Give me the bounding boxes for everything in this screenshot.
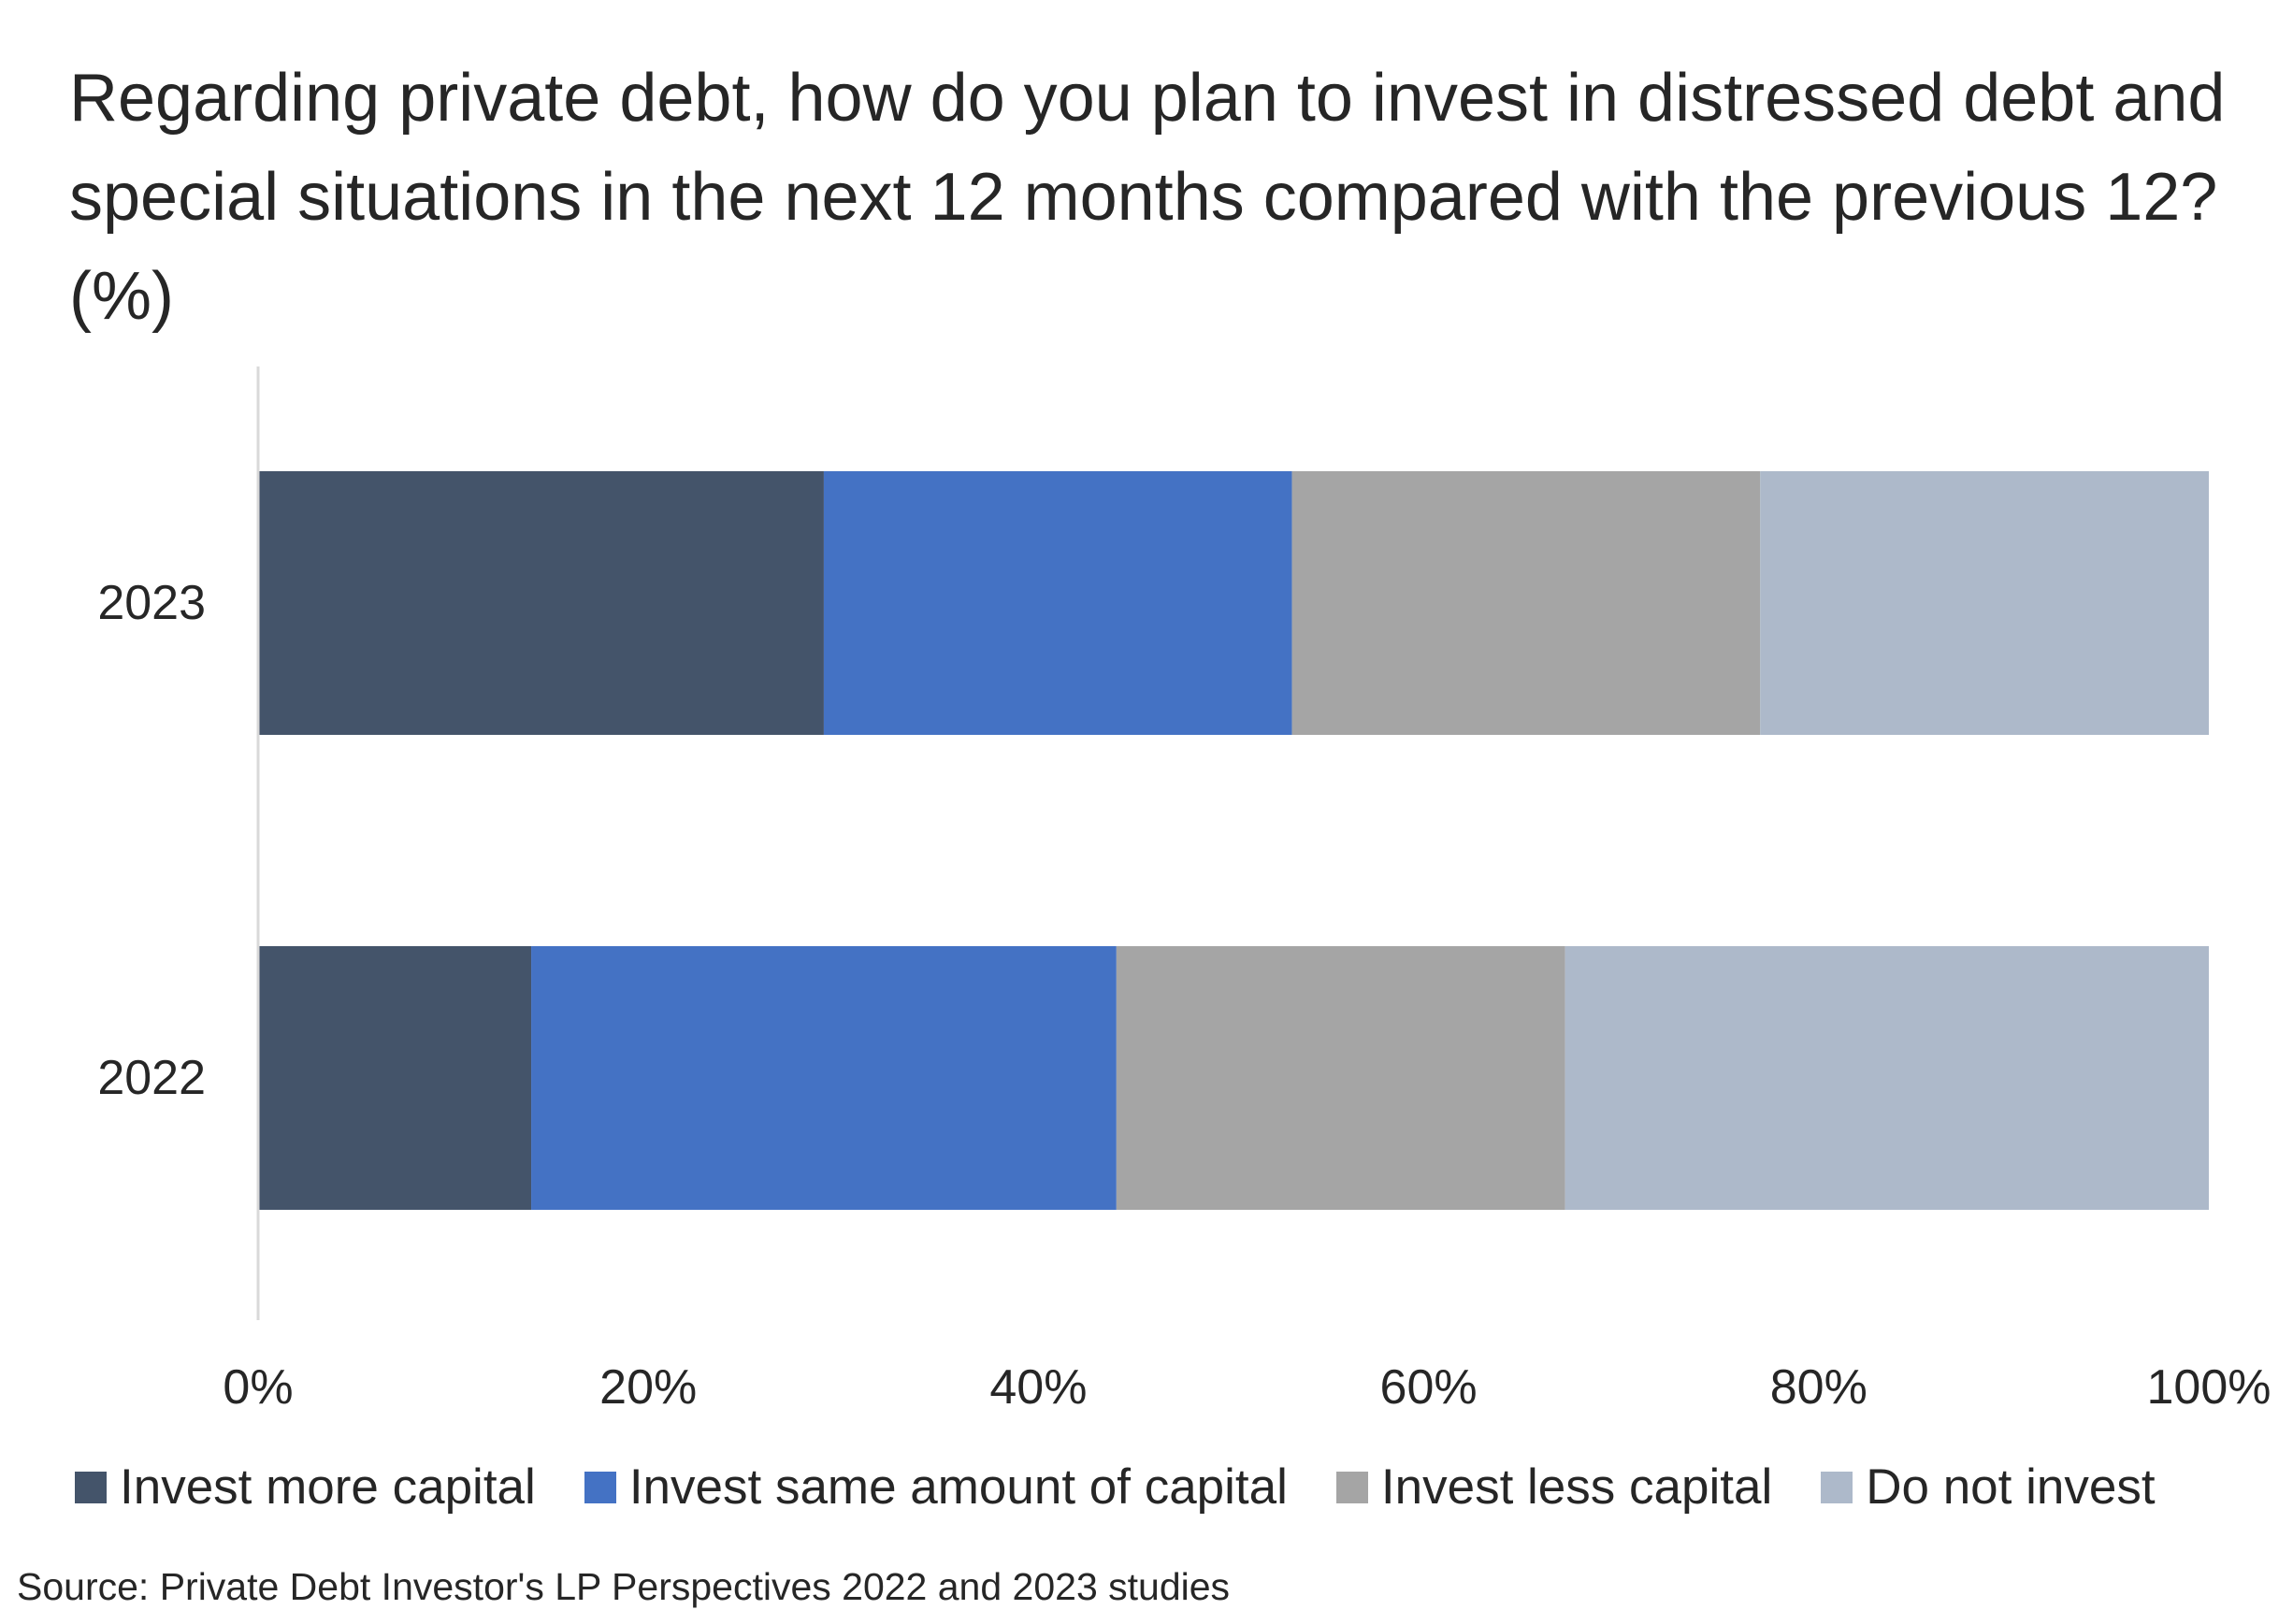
legend-label: Invest same amount of capital bbox=[628, 1459, 1288, 1515]
x-tick-label: 20% bbox=[599, 1360, 697, 1415]
legend-swatch bbox=[584, 1471, 616, 1503]
legend-label: Invest less capital bbox=[1380, 1459, 1773, 1515]
x-tick-labels: 0% 20% 40% 60% 80% 100% bbox=[223, 1360, 2271, 1415]
legend-swatch bbox=[1821, 1471, 1853, 1503]
x-tick-label: 60% bbox=[1380, 1360, 1478, 1415]
bar-2022-series-2 bbox=[1116, 946, 1565, 1210]
legend-label: Invest more capital bbox=[120, 1459, 536, 1515]
bar-2022-series-1 bbox=[531, 946, 1117, 1210]
legend-label: Do not invest bbox=[1866, 1459, 2156, 1515]
bar-2023-series-0 bbox=[258, 471, 824, 735]
chart-title: Regarding private debt, how do you plan … bbox=[69, 61, 2226, 334]
x-tick-label: 40% bbox=[989, 1360, 1087, 1415]
bar-2022-series-3 bbox=[1565, 946, 2209, 1210]
bar-2023-series-1 bbox=[823, 471, 1292, 735]
source-note: Source: Private Debt Investor's LP Persp… bbox=[17, 1565, 1231, 1608]
legend-item: Invest more capital bbox=[75, 1459, 536, 1516]
legend-swatch bbox=[1335, 1471, 1368, 1503]
legend-item: Do not invest bbox=[1821, 1459, 2156, 1516]
category-label-2022: 2022 bbox=[97, 1051, 206, 1105]
x-tick-label: 100% bbox=[2147, 1360, 2271, 1415]
legend-item: Invest same amount of capital bbox=[584, 1459, 1288, 1516]
legend-item: Invest less capital bbox=[1335, 1459, 1773, 1516]
x-tick-label: 0% bbox=[223, 1360, 293, 1415]
bar-2022-series-0 bbox=[258, 946, 532, 1210]
bar-2023-series-2 bbox=[1291, 471, 1761, 735]
bar-2023-series-3 bbox=[1760, 471, 2209, 735]
x-tick-label: 80% bbox=[1770, 1360, 1868, 1415]
legend: Invest more capital Invest same amount of… bbox=[75, 1459, 2204, 1516]
category-label-2023: 2023 bbox=[97, 576, 206, 630]
category-labels: 2023 2022 bbox=[97, 576, 206, 1105]
bars-layer bbox=[258, 471, 2209, 1210]
legend-swatch bbox=[75, 1471, 107, 1503]
